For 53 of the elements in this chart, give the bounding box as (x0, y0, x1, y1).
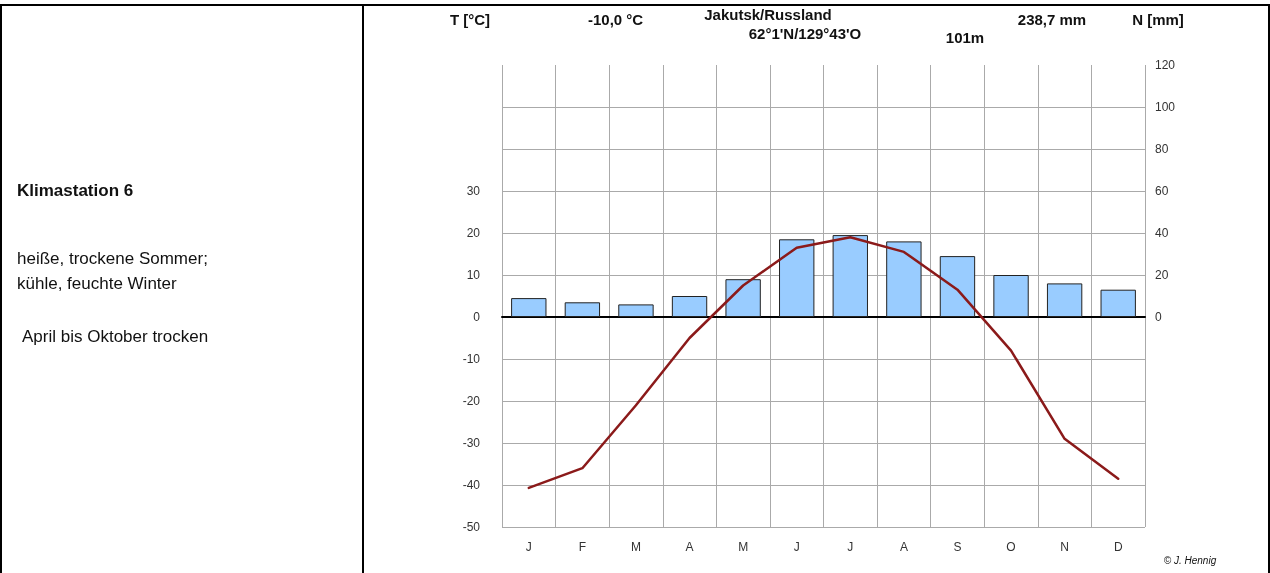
x-tick-label: M (738, 540, 749, 554)
y2-tick-label: 40 (1155, 226, 1169, 240)
chart-subtitle: 62°1'N/129°43'O (748, 25, 862, 42)
x-tick-label: F (578, 540, 587, 554)
chart-title: Jakutsk/Russland (704, 6, 832, 23)
y2-tick-label: 120 (1155, 58, 1176, 72)
y-axis-title: T [°C] (449, 11, 491, 28)
text: 101m (945, 29, 985, 46)
bar (725, 279, 761, 317)
text: heiße, trockene Sommer; (17, 249, 208, 268)
text: -10,0 °C (588, 11, 644, 28)
y-tick-label: 10 (466, 268, 481, 282)
y2-tick-label: 60 (1155, 184, 1169, 198)
x-tick-label: O (1006, 540, 1016, 554)
bar (1046, 283, 1083, 317)
text: © J. Hennig (1163, 554, 1217, 566)
x-tick-label: J (847, 540, 854, 554)
x-tick-label: S (953, 540, 962, 554)
y2-tick-label: 0 (1155, 310, 1162, 324)
y-tick-label: 0 (473, 310, 481, 324)
x-tick-label: A (685, 540, 694, 554)
x-tick-label: A (899, 540, 908, 554)
bar (511, 298, 547, 317)
y-tick-label: -50 (462, 520, 481, 534)
y-tick-label: -30 (462, 436, 481, 450)
bar (1100, 289, 1136, 317)
text: April bis Oktober trocken (22, 327, 209, 346)
y2-tick-label: 20 (1155, 268, 1169, 282)
bar (993, 275, 1029, 317)
x-tick-label: M (630, 540, 641, 554)
x-tick-label: J (525, 540, 532, 554)
y2-tick-label: 80 (1155, 142, 1169, 156)
y-tick-label: -40 (462, 478, 481, 492)
bar (618, 304, 654, 317)
x-tick-label: N (1060, 540, 1069, 554)
y-tick-label: 20 (466, 226, 481, 240)
y2-axis-title: N [mm] (1132, 11, 1184, 28)
bar (832, 235, 868, 317)
bar (939, 256, 976, 317)
y2-tick-label: 100 (1155, 100, 1176, 114)
bar (779, 239, 815, 317)
bar (564, 302, 601, 317)
y-tick-label: -20 (462, 394, 481, 408)
x-tick-label: D (1113, 540, 1123, 554)
y-tick-label: 30 (466, 184, 481, 198)
line-series (527, 235, 1120, 490)
y-tick-label: -10 (462, 352, 481, 366)
bar (671, 296, 708, 317)
bar (886, 241, 922, 317)
text: 238,7 mm (1017, 11, 1087, 28)
text: Klimastation 6 (17, 181, 134, 200)
text: kühle, feuchte Winter (17, 274, 178, 293)
x-tick-label: J (793, 540, 800, 554)
